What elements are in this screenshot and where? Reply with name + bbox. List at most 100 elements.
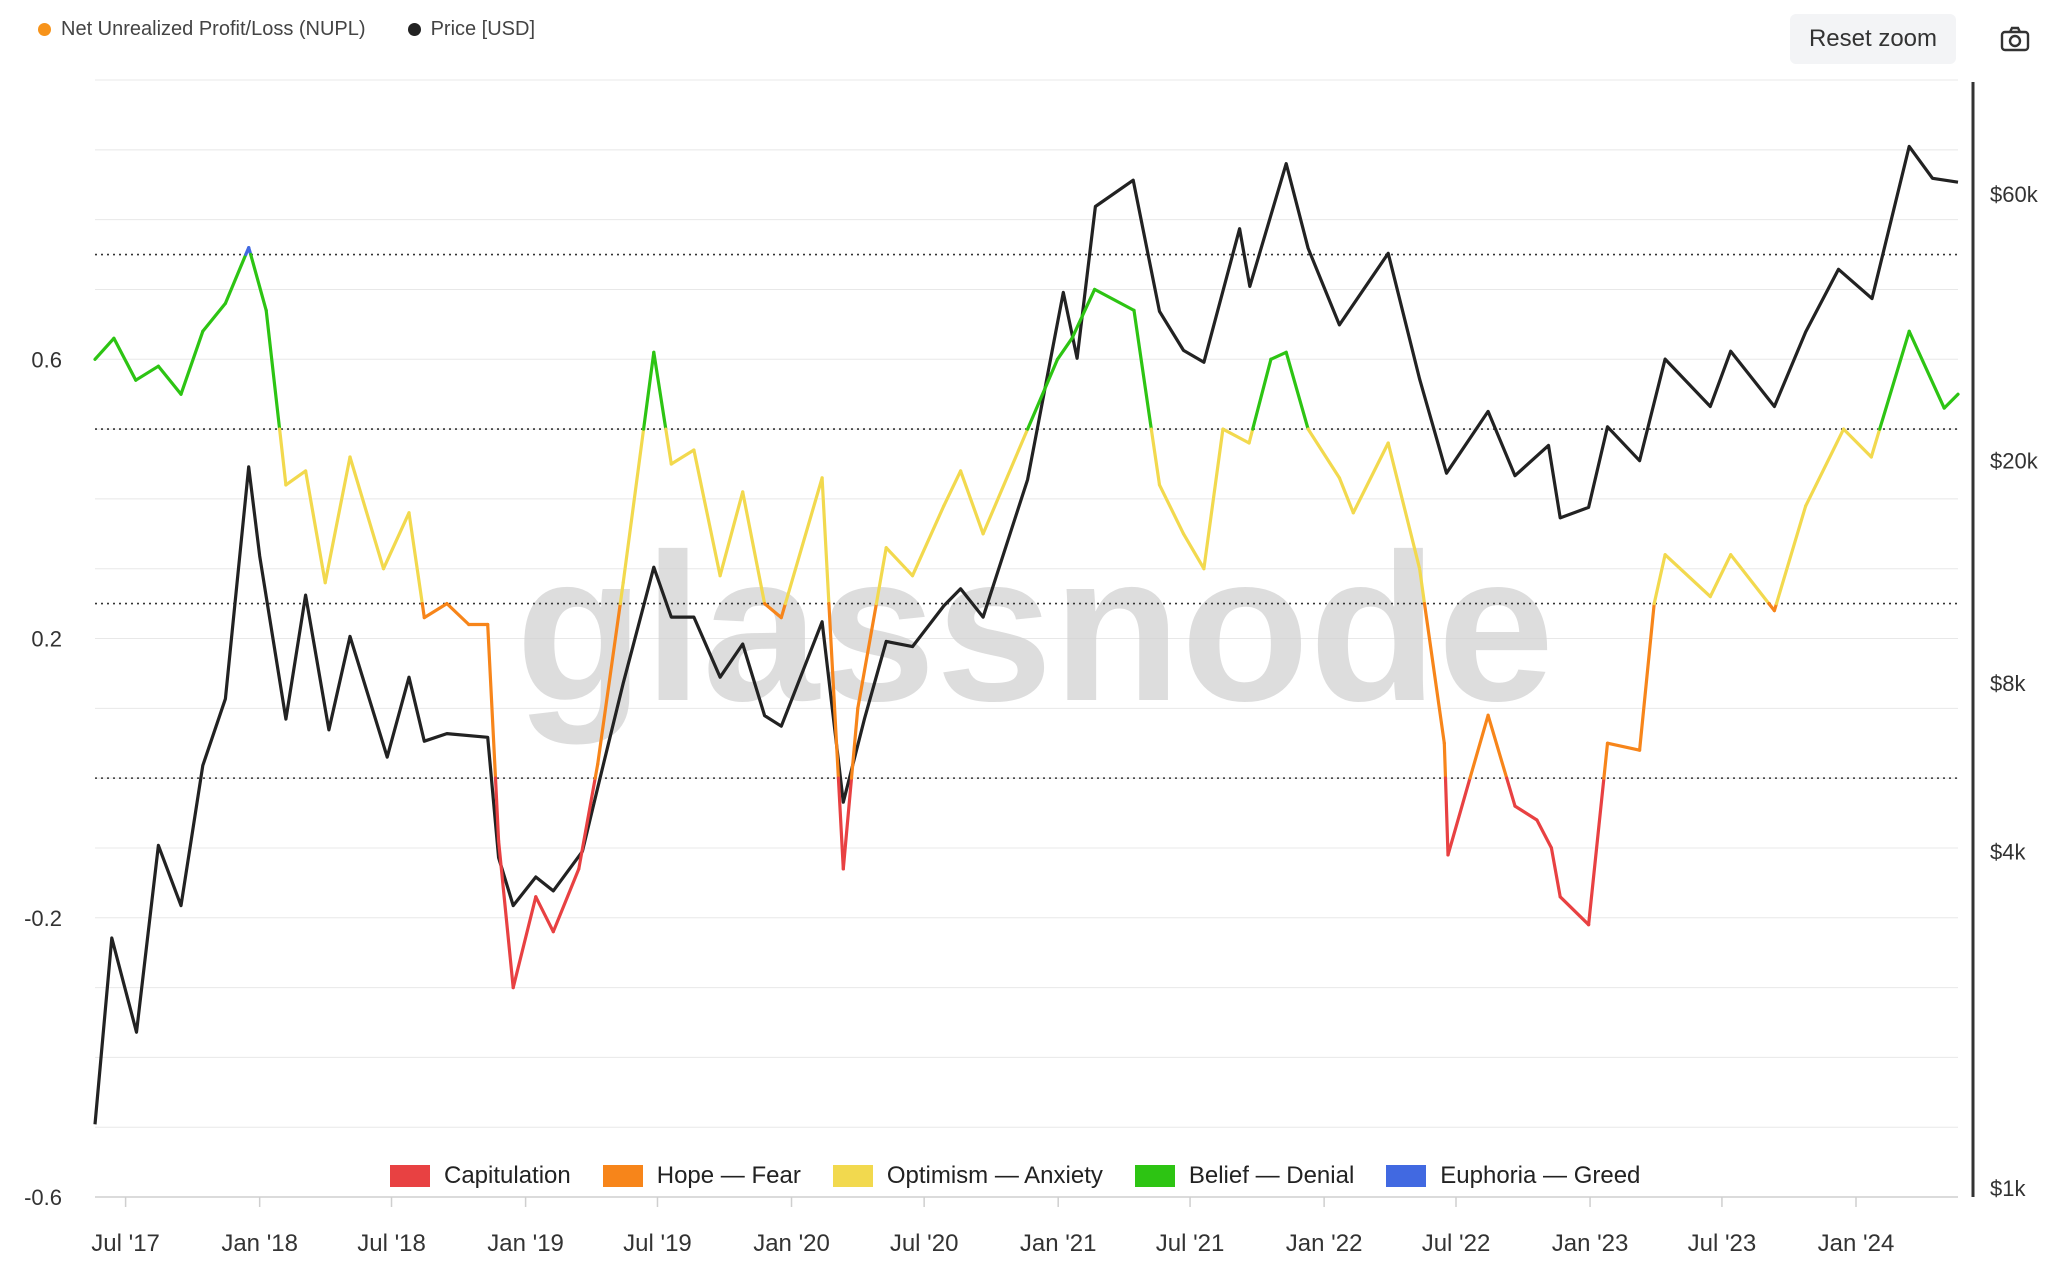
optimism-anxiety-swatch	[832, 1165, 873, 1187]
nupl-segment	[1386, 441, 1422, 571]
nupl-segment	[1351, 441, 1390, 515]
nupl-segment	[1652, 553, 1667, 606]
capitulation-swatch	[390, 1165, 430, 1187]
watermark: glassnode	[516, 510, 1555, 745]
zone-label: Hope — Fear	[656, 1162, 801, 1189]
nupl-segment	[1306, 427, 1342, 480]
nupl-segment	[1025, 357, 1060, 431]
nupl-segment	[493, 776, 501, 843]
zone-legend-optimism-anxiety[interactable]: Optimism — Anxiety	[832, 1162, 1103, 1190]
nupl-segment	[445, 601, 471, 627]
nupl-segment	[874, 546, 888, 606]
x-tick-label: Jul '20	[890, 1230, 959, 1257]
nupl-segment	[1804, 427, 1846, 508]
nupl-segment	[827, 601, 841, 780]
zone-legend-belief-denial[interactable]: Belief — Denial	[1134, 1162, 1354, 1190]
x-tick-label: Jan '19	[487, 1230, 564, 1257]
nupl-segment	[593, 762, 600, 780]
x-tick-label: Jan '21	[1020, 1230, 1097, 1257]
zone-legend-euphoria-greed[interactable]: Euphoria — Greed	[1386, 1162, 1640, 1190]
nupl-segment	[1513, 804, 1539, 822]
nupl-segment	[1337, 476, 1355, 515]
nupl-segment	[284, 469, 308, 487]
nupl-segment	[348, 455, 386, 571]
nupl-segment	[534, 895, 555, 934]
series-legend: Net Unrealized Profit/Loss (NUPL) Price …	[38, 18, 535, 41]
price-line	[93, 144, 1959, 1125]
nupl-segment	[93, 336, 116, 361]
y-right-tick-label: $60k	[1990, 182, 2039, 207]
nupl-segment	[1443, 776, 1450, 857]
nupl-segment	[1907, 329, 1946, 410]
nupl-segment	[1586, 776, 1606, 927]
nupl-segment	[618, 581, 625, 606]
y-right-tick-label: $1k	[1990, 1176, 2026, 1201]
nupl-segment	[641, 350, 656, 431]
nupl-segment	[179, 329, 205, 396]
nupl-segment	[1446, 776, 1472, 857]
nupl-segment	[201, 301, 227, 333]
nupl-dot-icon	[38, 23, 51, 36]
nupl-segment	[1468, 713, 1490, 780]
nupl-segment	[1442, 741, 1448, 780]
nupl-segment	[486, 622, 498, 780]
nupl-segment	[1942, 392, 1960, 410]
nupl-segment	[910, 504, 946, 578]
price-dot-icon	[407, 23, 421, 36]
nupl-segment	[223, 252, 248, 305]
x-tick-label: Jan '18	[221, 1230, 298, 1257]
nupl-segment	[1417, 567, 1427, 606]
nupl-segment	[849, 706, 860, 780]
x-tick-label: Jul '18	[357, 1230, 426, 1257]
nupl-segment	[856, 601, 879, 710]
nupl-segment	[1221, 427, 1251, 445]
nupl-segment	[1132, 308, 1153, 431]
nupl-segment	[820, 476, 831, 606]
nupl-segment	[304, 469, 327, 585]
legend-label-nupl: Net Unrealized Profit/Loss (NUPL)	[61, 18, 366, 40]
euphoria-greed-swatch	[1386, 1165, 1427, 1187]
zone-legend-capitulation[interactable]: Capitulation	[390, 1162, 571, 1190]
nupl-segment	[1549, 846, 1562, 899]
x-tick-label: Jul '22	[1422, 1230, 1491, 1257]
nupl-segment	[1663, 553, 1712, 599]
reset-zoom-button[interactable]: Reset zoom	[1790, 14, 1956, 64]
x-tick-label: Jan '23	[1552, 1230, 1629, 1257]
camera-icon[interactable]	[2000, 24, 2030, 54]
nupl-segment	[1486, 713, 1509, 780]
y-left-tick-label: -0.2	[24, 906, 62, 931]
nupl-segment	[407, 511, 424, 606]
nupl-segment	[596, 601, 622, 766]
nupl-segment	[1422, 601, 1446, 745]
nupl-segment	[511, 895, 538, 990]
x-tick-label: Jul '19	[623, 1230, 692, 1257]
nupl-segment	[1251, 357, 1273, 431]
nupl-segment	[1558, 895, 1591, 927]
nupl-segment	[652, 350, 668, 431]
y-right-tick-label: $8k	[1990, 671, 2026, 696]
zone-label: Capitulation	[444, 1162, 571, 1189]
legend-item-price[interactable]: Price [USD]	[407, 18, 536, 41]
nupl-segment	[1637, 601, 1656, 752]
nupl-segment	[958, 469, 985, 536]
nupl-segment	[278, 427, 288, 487]
nupl-segment	[1202, 427, 1225, 571]
zone-label: Euphoria — Greed	[1440, 1162, 1641, 1189]
nupl-segment	[1729, 553, 1771, 606]
nupl-segment	[783, 476, 824, 606]
nupl-segment	[1070, 287, 1097, 340]
nupl-segment	[1878, 329, 1911, 431]
nupl-segment	[420, 601, 426, 620]
legend-item-nupl[interactable]: Net Unrealized Profit/Loss (NUPL)	[38, 18, 366, 41]
nupl-segment	[1269, 350, 1288, 361]
nupl-segment	[669, 448, 696, 466]
legend-label-price: Price [USD]	[430, 18, 536, 40]
nupl-series	[93, 246, 1960, 990]
nupl-segment	[1602, 741, 1610, 780]
nupl-segment	[1092, 287, 1136, 312]
nupl-segment	[841, 776, 854, 871]
nupl-segment	[1247, 427, 1255, 445]
zone-legend-hope-fear[interactable]: Hope — Fear	[602, 1162, 801, 1190]
x-tick-label: Jul '23	[1688, 1230, 1757, 1257]
